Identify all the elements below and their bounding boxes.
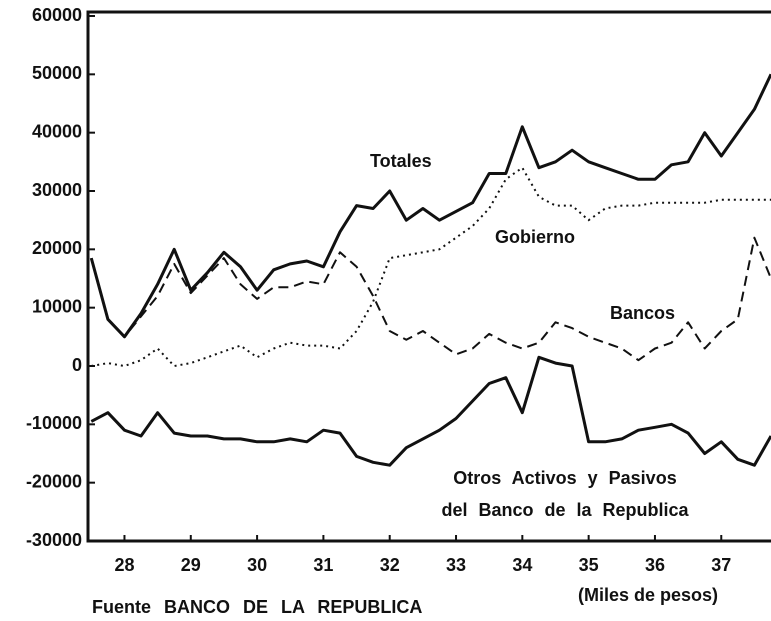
x-tick-label: 33	[446, 555, 466, 575]
y-tick-label: 40000	[32, 121, 82, 141]
x-tick-label: 32	[380, 555, 400, 575]
unit-note: (Miles de pesos)	[578, 585, 718, 605]
x-tick-label: 28	[114, 555, 134, 575]
y-tick-label: 50000	[32, 63, 82, 83]
plot-frame	[86, 10, 771, 543]
y-tick-label: 0	[72, 355, 82, 375]
series-line	[89, 73, 771, 339]
series-line	[91, 166, 771, 367]
x-tick-label: 30	[247, 555, 267, 575]
x-tick-label: 29	[181, 555, 201, 575]
y-tick-label: -30000	[26, 530, 82, 550]
series-label: Gobierno	[495, 227, 575, 247]
x-tick-label: 35	[579, 555, 599, 575]
series-line	[90, 236, 771, 362]
series-label: Otros Activos y Pasivos del Banco de la …	[441, 468, 689, 520]
x-tick-label: 34	[512, 555, 532, 575]
series-line	[90, 355, 771, 467]
x-tick-label: 31	[313, 555, 333, 575]
y-tick-label: -20000	[26, 471, 82, 491]
y-tick-label: 60000	[32, 5, 82, 25]
y-tick-label: 20000	[32, 238, 82, 258]
series-label: Bancos	[610, 303, 675, 323]
y-tick-label: -10000	[26, 413, 82, 433]
x-tick-label: 36	[645, 555, 665, 575]
y-tick-label: 10000	[32, 296, 82, 316]
y-tick-label: 30000	[32, 180, 82, 200]
x-tick-label: 37	[711, 555, 731, 575]
source-note: Fuente BANCO DE LA REPUBLICA	[92, 597, 422, 617]
series-label: Totales	[370, 151, 432, 171]
